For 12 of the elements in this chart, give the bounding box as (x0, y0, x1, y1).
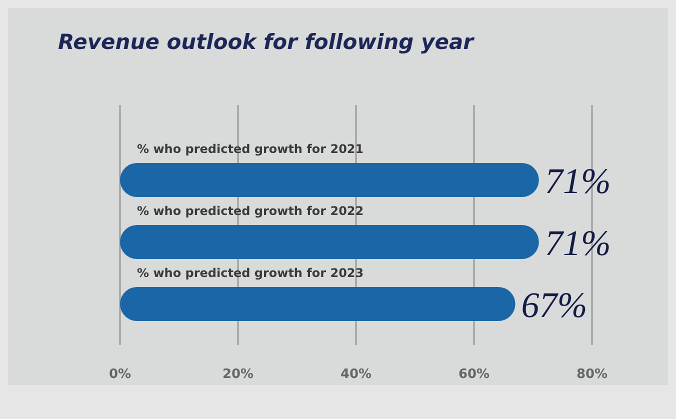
data-label: 67% (521, 284, 588, 325)
x-tick-label: 20% (222, 367, 254, 382)
data-label: 71% (544, 160, 611, 201)
x-tick-label: 0% (108, 367, 132, 382)
y-tick-label: % who predicted growth for 2022 (137, 204, 364, 218)
x-tick-label: 40% (340, 367, 372, 382)
y-tick-label: % who predicted growth for 2023 (137, 266, 364, 280)
y-tick-label: % who predicted growth for 2021 (137, 142, 364, 156)
data-label: 71% (544, 222, 611, 263)
x-tick-label: 60% (458, 367, 490, 382)
chart-title: Revenue outlook for following year (58, 30, 474, 54)
x-tick-label: 80% (576, 367, 608, 382)
